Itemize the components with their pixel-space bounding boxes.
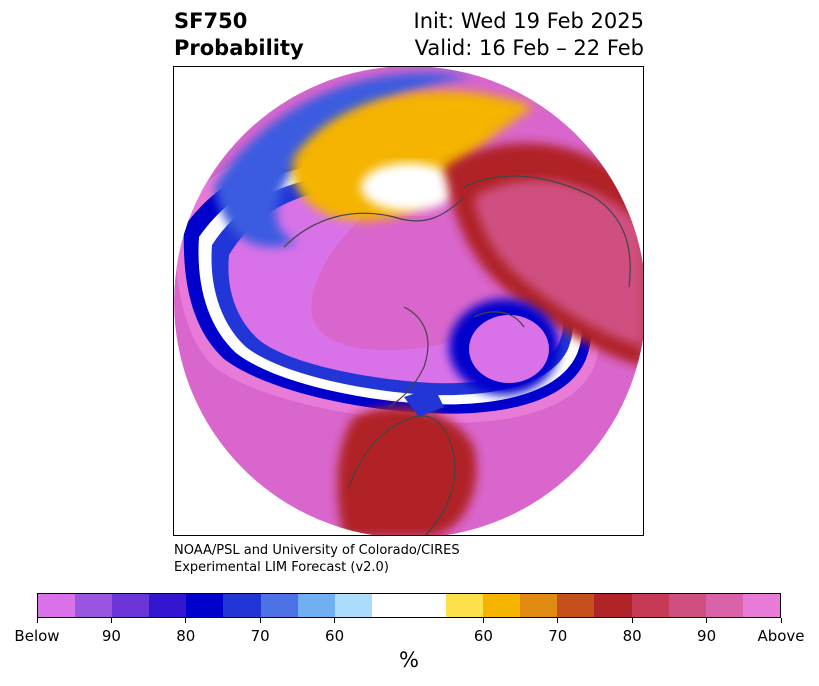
title-left: SF750 Probability bbox=[174, 8, 304, 62]
init-date: Init: Wed 19 Feb 2025 bbox=[413, 9, 644, 33]
credit-line1: NOAA/PSL and University of Colorado/CIRE… bbox=[174, 543, 460, 558]
colorbar-segment bbox=[186, 594, 224, 617]
colorbar-tick bbox=[557, 618, 559, 623]
credit-line2: Experimental LIM Forecast (v2.0) bbox=[174, 560, 389, 575]
greenland-blue bbox=[404, 387, 444, 417]
arctic-yellow bbox=[292, 91, 534, 221]
colorbar-segment bbox=[149, 594, 187, 617]
north-blue-ring bbox=[214, 72, 474, 247]
probability-field bbox=[174, 67, 643, 535]
colorbar-segment bbox=[334, 594, 372, 617]
colorbar-tick-label: 90 bbox=[697, 627, 717, 645]
colorbar-segment bbox=[223, 594, 261, 617]
colorbar-segment bbox=[668, 594, 706, 617]
colorbar-segment bbox=[631, 594, 669, 617]
map-frame bbox=[173, 66, 644, 536]
credit: NOAA/PSL and University of Colorado/CIRE… bbox=[174, 542, 460, 576]
title-subtitle: Probability bbox=[174, 36, 304, 60]
eurasia-pink bbox=[474, 180, 643, 347]
colorbar-tick-label: 70 bbox=[548, 627, 568, 645]
namerica-red bbox=[337, 407, 477, 535]
colorbar-segment bbox=[371, 594, 447, 617]
colorbar-segment bbox=[705, 594, 743, 617]
colorbar-tick-label: 80 bbox=[622, 627, 642, 645]
colorbar-tick bbox=[36, 618, 38, 623]
colorbar-tick bbox=[780, 618, 782, 623]
colorbar-segment bbox=[557, 594, 595, 617]
colorbar-tick-label: 60 bbox=[473, 627, 493, 645]
colorbar-tick-label: 80 bbox=[176, 627, 196, 645]
colorbar-segment bbox=[446, 594, 484, 617]
title-variable: SF750 bbox=[174, 9, 248, 33]
colorbar-tick bbox=[110, 618, 112, 623]
coastlines bbox=[283, 175, 631, 535]
colorbar-tick-label: 60 bbox=[325, 627, 345, 645]
colorbar-tick-label: 90 bbox=[101, 627, 121, 645]
colorbar-segment bbox=[594, 594, 632, 617]
colorbar-segment bbox=[112, 594, 150, 617]
colorbar-tick bbox=[185, 618, 187, 623]
colorbar-tick-label: Above bbox=[757, 627, 805, 645]
colorbar-tick bbox=[631, 618, 633, 623]
colorbar-tick bbox=[706, 618, 708, 623]
valid-range: Valid: 16 Feb – 22 Feb bbox=[414, 36, 644, 60]
colorbar-segment bbox=[520, 594, 558, 617]
colorbar-segment bbox=[483, 594, 521, 617]
polar-map bbox=[174, 67, 643, 535]
colorbar-tick-label: 70 bbox=[250, 627, 270, 645]
colorbar-unit: % bbox=[399, 648, 419, 672]
colorbar-segment bbox=[38, 594, 76, 617]
colorbar-segment bbox=[260, 594, 298, 617]
colorbar-segment bbox=[75, 594, 113, 617]
colorbar-segment bbox=[297, 594, 335, 617]
colorbar-tick bbox=[259, 618, 261, 623]
colorbar bbox=[37, 593, 781, 618]
colorbar-tick bbox=[482, 618, 484, 623]
colorbar-segment bbox=[742, 594, 780, 617]
atlantic-core bbox=[469, 315, 549, 383]
title-right: Init: Wed 19 Feb 2025 Valid: 16 Feb – 22… bbox=[414, 8, 644, 62]
colorbar-tick-label: Below bbox=[14, 627, 60, 645]
colorbar-tick bbox=[334, 618, 336, 623]
arctic-white bbox=[361, 163, 457, 211]
